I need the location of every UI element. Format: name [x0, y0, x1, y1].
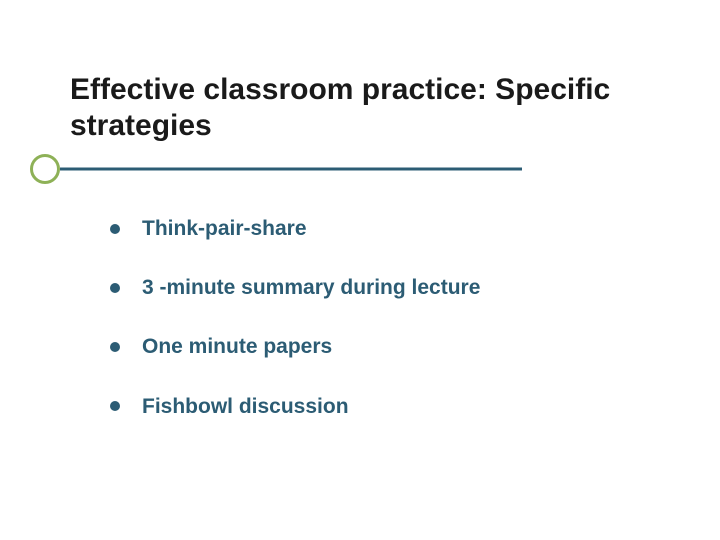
bullet-text: Fishbowl discussion: [142, 394, 349, 419]
bullet-icon: [110, 283, 120, 293]
title-underline: [30, 154, 522, 184]
slide: Effective classroom practice: Specific s…: [0, 0, 720, 540]
bullet-icon: [110, 224, 120, 234]
bullet-text: 3 -minute summary during lecture: [142, 275, 480, 300]
list-item: 3 -minute summary during lecture: [110, 275, 650, 300]
underline-line: [60, 168, 522, 171]
bullet-text: One minute papers: [142, 334, 332, 359]
slide-title: Effective classroom practice: Specific s…: [70, 72, 650, 144]
underline-circle: [30, 154, 60, 184]
bullet-icon: [110, 401, 120, 411]
bullet-list: Think-pair-share 3 -minute summary durin…: [110, 216, 650, 419]
list-item: Fishbowl discussion: [110, 394, 650, 419]
bullet-text: Think-pair-share: [142, 216, 307, 241]
bullet-icon: [110, 342, 120, 352]
list-item: One minute papers: [110, 334, 650, 359]
list-item: Think-pair-share: [110, 216, 650, 241]
